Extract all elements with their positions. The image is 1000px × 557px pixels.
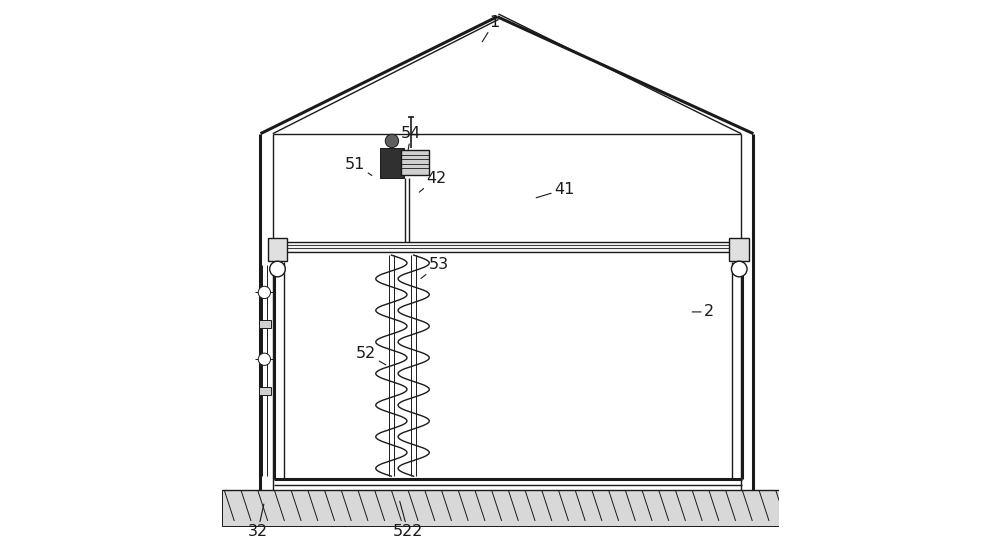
Circle shape <box>385 134 399 148</box>
Bar <box>380 148 404 178</box>
Bar <box>401 150 429 175</box>
Text: 2: 2 <box>692 305 714 319</box>
Bar <box>259 387 271 395</box>
Bar <box>222 490 778 526</box>
Text: 42: 42 <box>419 171 446 192</box>
Circle shape <box>258 353 271 365</box>
Bar <box>274 242 742 252</box>
Text: 54: 54 <box>401 126 421 150</box>
Bar <box>259 320 271 328</box>
Circle shape <box>270 261 285 277</box>
Text: 53: 53 <box>421 257 449 278</box>
Bar <box>729 238 749 261</box>
Text: 51: 51 <box>345 157 372 175</box>
Text: 41: 41 <box>536 182 574 198</box>
Bar <box>268 238 287 261</box>
Circle shape <box>731 261 747 277</box>
Text: 522: 522 <box>393 501 423 539</box>
Text: 1: 1 <box>482 15 500 42</box>
Text: 32: 32 <box>248 504 268 539</box>
Text: 52: 52 <box>356 346 386 365</box>
Circle shape <box>258 286 271 299</box>
